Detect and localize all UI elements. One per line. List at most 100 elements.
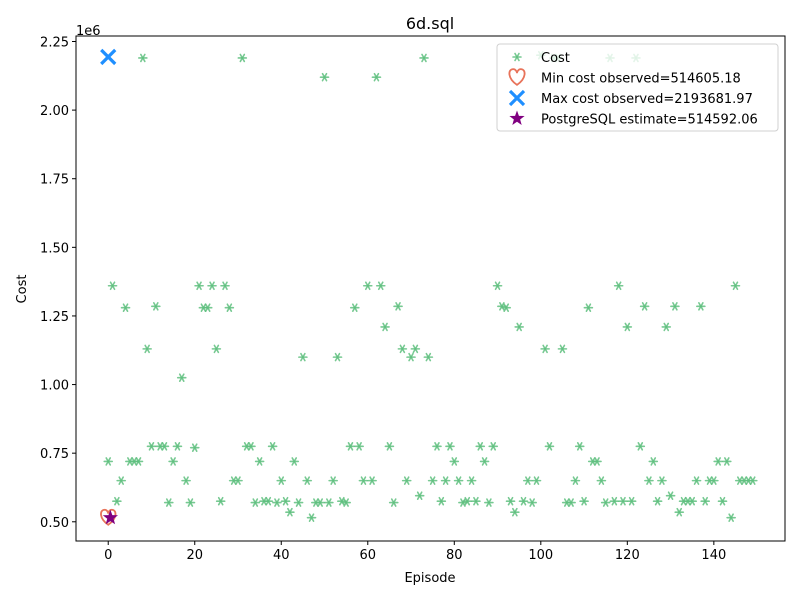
x-tick-label: 120 xyxy=(615,548,640,563)
cost-point xyxy=(570,476,581,485)
cost-point xyxy=(730,281,741,291)
cost-point xyxy=(181,476,191,485)
cost-point xyxy=(380,322,390,332)
cost-point xyxy=(583,303,594,312)
cost-point xyxy=(466,476,477,485)
cost-point xyxy=(388,498,399,507)
cost-point xyxy=(159,442,170,451)
cost-point xyxy=(440,476,451,485)
cost-point xyxy=(384,442,395,451)
cost-point xyxy=(691,476,702,485)
cost-point xyxy=(267,442,278,451)
cost-point xyxy=(315,498,325,507)
cost-point xyxy=(609,496,620,506)
cost-point xyxy=(531,476,542,485)
cost-point xyxy=(293,498,304,507)
cost-point xyxy=(700,496,710,506)
legend-label: Max cost observed=2193681.97 xyxy=(541,92,753,107)
special-markers xyxy=(100,48,118,526)
cost-point xyxy=(146,442,157,451)
x-tick-label: 80 xyxy=(446,548,463,563)
cost-point xyxy=(544,442,555,451)
cost-point xyxy=(120,303,131,312)
cost-point xyxy=(246,442,256,451)
cost-point xyxy=(133,457,144,466)
cost-point xyxy=(107,281,118,291)
cost-point xyxy=(151,302,161,311)
cost-point xyxy=(138,53,148,63)
cost-point xyxy=(423,352,434,362)
cost-point xyxy=(579,496,589,506)
cost-point xyxy=(397,344,408,354)
cost-point xyxy=(445,442,455,451)
cost-point xyxy=(328,476,338,485)
cost-point xyxy=(471,496,481,506)
cost-point xyxy=(176,373,187,382)
cost-point xyxy=(557,344,568,354)
cost-point xyxy=(713,457,723,466)
cost-point xyxy=(492,281,503,291)
cost-point xyxy=(306,513,317,522)
cost-point xyxy=(142,344,152,354)
cost-point xyxy=(596,476,607,485)
x-tick-label: 100 xyxy=(528,548,553,563)
cost-point xyxy=(250,498,261,507)
cost-point xyxy=(484,498,494,507)
cost-point xyxy=(613,281,624,291)
cost-point xyxy=(527,498,537,507)
cost-point xyxy=(574,442,585,451)
cost-point xyxy=(648,457,659,466)
cost-point xyxy=(722,457,732,466)
postgres-estimate-marker xyxy=(102,509,118,525)
cost-point xyxy=(475,442,486,451)
cost-point xyxy=(207,281,217,291)
legend-label: PostgreSQL estimate=514592.06 xyxy=(541,113,758,128)
cost-point xyxy=(168,457,178,466)
legend-min-marker xyxy=(508,68,526,86)
cost-point xyxy=(449,457,460,466)
cost-point xyxy=(462,496,473,506)
y-tick-label: 0.50 xyxy=(40,516,69,531)
cost-point xyxy=(103,457,114,466)
cost-point xyxy=(665,491,676,500)
cost-point xyxy=(272,498,282,507)
cost-point xyxy=(233,476,243,485)
cost-point xyxy=(661,322,672,332)
cost-point xyxy=(375,281,386,291)
cost-point xyxy=(341,498,351,507)
legend: Cost Min cost observed=514605.18 Max cost … xyxy=(496,43,779,132)
cost-point xyxy=(215,496,226,506)
legend-label: Cost xyxy=(541,51,570,66)
cost-point xyxy=(747,476,758,485)
cost-point xyxy=(652,496,663,506)
data-points xyxy=(103,50,758,522)
cost-point xyxy=(432,442,442,451)
y-axis: 0.50 0.75 1.00 1.25 1.50 1.75 2.00 2.25 xyxy=(40,35,76,531)
cost-point xyxy=(406,352,416,362)
cost-point xyxy=(163,498,174,507)
cost-point xyxy=(319,72,330,82)
cost-point xyxy=(696,302,706,311)
cost-point xyxy=(523,476,533,485)
cost-point xyxy=(592,457,602,466)
cost-point xyxy=(354,442,364,451)
cost-point xyxy=(453,476,464,485)
cost-point xyxy=(298,352,308,362)
y-tick-label: 2.00 xyxy=(40,104,69,119)
cost-point xyxy=(367,476,377,485)
cost-point xyxy=(505,496,516,506)
plot-frame xyxy=(75,35,786,542)
cost-point xyxy=(419,53,429,63)
cost-point xyxy=(626,496,637,506)
y-tick-label: 2.25 xyxy=(40,35,69,50)
x-axis: 0 20 40 60 80 100 120 140 xyxy=(104,541,726,563)
y-tick-label: 1.75 xyxy=(40,173,69,188)
cost-point xyxy=(566,498,576,507)
legend-label: Min cost observed=514605.18 xyxy=(541,72,741,87)
x-tick-label: 20 xyxy=(186,548,203,563)
cost-point xyxy=(371,72,382,82)
x-tick-label: 140 xyxy=(701,548,726,563)
legend-cost-marker xyxy=(512,52,522,62)
y-scale-label: 1e6 xyxy=(76,24,101,39)
cost-point xyxy=(349,303,360,312)
